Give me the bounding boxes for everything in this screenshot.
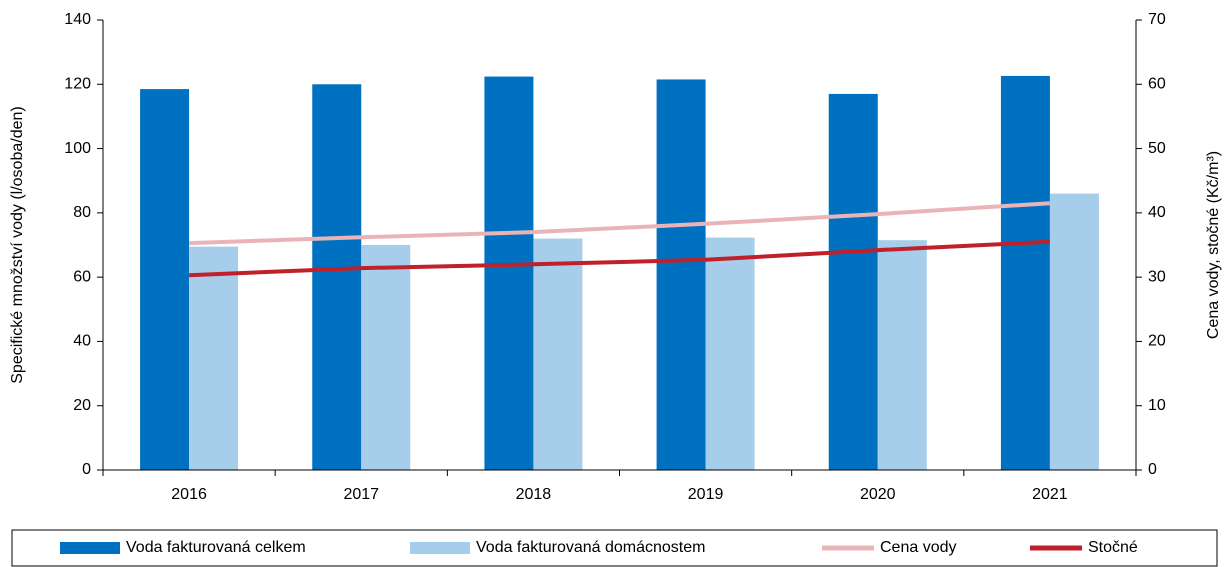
bar xyxy=(533,238,583,470)
x-tick-label: 2017 xyxy=(343,486,379,503)
line xyxy=(189,239,1051,278)
x-tick-label: 2021 xyxy=(1032,486,1068,503)
legend-swatch xyxy=(60,542,120,554)
legend-label: Voda fakturovaná celkem xyxy=(126,539,306,556)
y2-tick-label: 10 xyxy=(1148,397,1166,414)
y2-tick-label: 0 xyxy=(1148,461,1157,478)
bar xyxy=(828,93,878,470)
y2-tick-label: 30 xyxy=(1148,268,1166,285)
y2-tick-label: 60 xyxy=(1148,76,1166,93)
bar xyxy=(140,89,190,470)
bar xyxy=(361,245,411,470)
y2-tick-label: 40 xyxy=(1148,204,1166,221)
bar xyxy=(705,237,755,470)
x-tick-label: 2019 xyxy=(688,486,724,503)
legend-box xyxy=(11,529,1218,567)
bar xyxy=(1000,75,1050,470)
y2-axis-label: Cena vody, stočné (Kč/m³) xyxy=(1205,151,1222,339)
y-tick-label: 20 xyxy=(73,397,91,414)
y-tick-label: 60 xyxy=(73,268,91,285)
line xyxy=(189,201,1051,246)
bar xyxy=(877,240,927,470)
y2-tick-label: 70 xyxy=(1148,11,1166,28)
y-tick-label: 40 xyxy=(73,333,91,350)
x-tick-label: 2020 xyxy=(860,486,896,503)
y-tick-label: 140 xyxy=(64,11,91,28)
y-axis-label: Specifické množství vody (l/osoba/den) xyxy=(9,106,26,383)
legend-label: Voda fakturovaná domácnostem xyxy=(476,539,705,556)
y2-tick-label: 20 xyxy=(1148,333,1166,350)
legend-swatch xyxy=(410,542,470,554)
y-tick-label: 100 xyxy=(64,140,91,157)
legend-label: Cena vody xyxy=(880,539,957,556)
x-tick-label: 2018 xyxy=(516,486,552,503)
y2-tick-label: 50 xyxy=(1148,140,1166,157)
bar xyxy=(656,79,706,470)
y-tick-label: 120 xyxy=(64,76,91,93)
bar xyxy=(312,84,362,471)
bar xyxy=(484,76,534,471)
x-tick-label: 2016 xyxy=(171,486,207,503)
legend-label: Stočné xyxy=(1088,539,1138,556)
bar xyxy=(1049,193,1099,471)
y-tick-label: 80 xyxy=(73,204,91,221)
bar xyxy=(189,246,239,470)
y-tick-label: 0 xyxy=(82,461,91,478)
